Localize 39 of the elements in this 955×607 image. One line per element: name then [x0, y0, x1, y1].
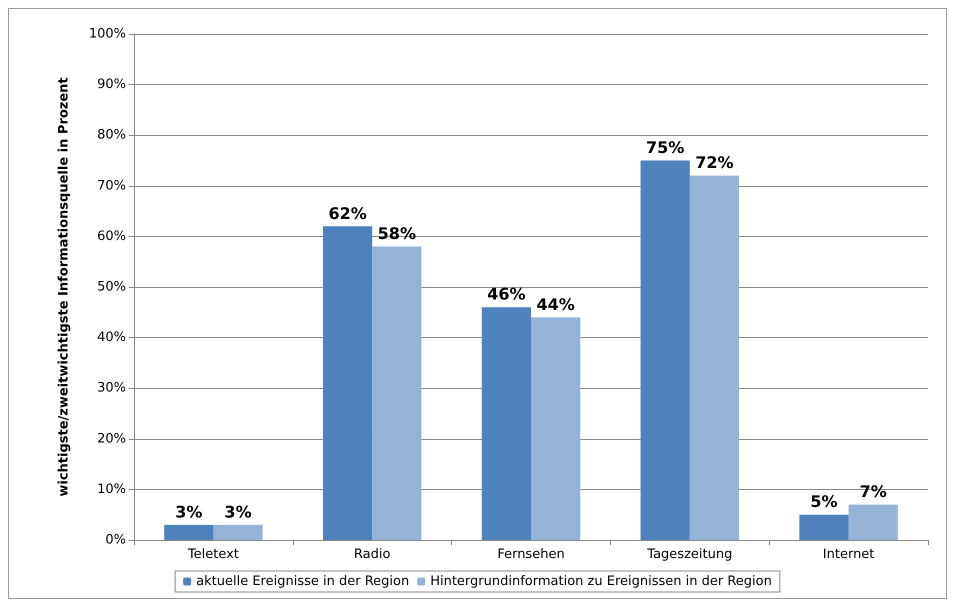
- y-tick-label: 100%: [88, 26, 126, 42]
- data-label: 75%: [646, 138, 684, 157]
- bar: [690, 176, 740, 540]
- data-label: 62%: [328, 204, 367, 223]
- bar: [482, 307, 531, 540]
- bar: [322, 226, 372, 540]
- y-tick-label: 60%: [97, 228, 126, 244]
- bar: [531, 317, 580, 540]
- y-axis-title: wichtigste/zweitwichtigste Informationsquelle in Prozent: [56, 77, 72, 497]
- bar: [213, 524, 263, 540]
- bar: [372, 246, 422, 540]
- data-label: 72%: [695, 153, 734, 172]
- x-tick-label: Teletext: [186, 547, 239, 562]
- bar: [640, 160, 690, 540]
- y-tick-label: 80%: [97, 128, 126, 143]
- legend-label: Hintergrundinformation zu Ereignissen in der Region: [430, 574, 772, 589]
- x-tick-label: Tageszeitung: [646, 547, 732, 562]
- data-label: 3%: [175, 502, 202, 522]
- y-tick-label: 30%: [97, 380, 126, 396]
- y-tick-label: 20%: [97, 431, 126, 446]
- data-label: 3%: [224, 502, 252, 522]
- bar: [799, 514, 849, 540]
- legend-label: aktuelle Ereignisse in der Region: [196, 574, 410, 589]
- y-tick-label: 40%: [97, 330, 126, 346]
- data-label: 7%: [860, 482, 887, 502]
- x-tick-label: Internet: [822, 547, 874, 562]
- y-tick-label: 50%: [97, 280, 126, 294]
- bar: [848, 504, 898, 540]
- bar: [164, 524, 214, 540]
- y-tick-label: 0%: [105, 532, 126, 548]
- y-tick-label: 90%: [97, 77, 126, 92]
- x-tick-label: Radio: [354, 547, 391, 562]
- data-label: 46%: [487, 284, 526, 304]
- data-label: 44%: [536, 294, 575, 314]
- data-label: 5%: [810, 492, 838, 512]
- x-tick-label: Fernsehen: [497, 547, 565, 562]
- y-tick-label: 10%: [97, 482, 126, 497]
- y-tick-label: 70%: [97, 178, 126, 194]
- data-label: 58%: [378, 224, 416, 244]
